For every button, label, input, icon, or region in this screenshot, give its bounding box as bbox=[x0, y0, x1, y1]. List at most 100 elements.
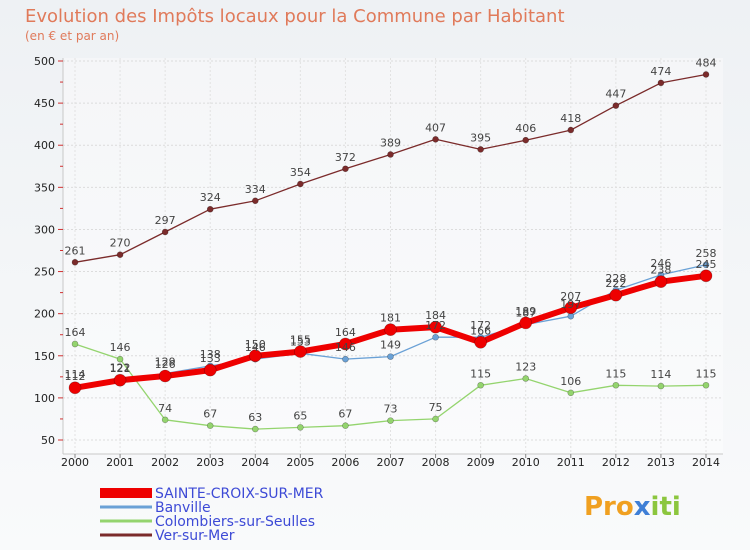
data-label-ver-sur-mer: 418 bbox=[560, 112, 581, 125]
data-label-sainte-croix-sur-mer: 207 bbox=[560, 290, 581, 303]
data-point-colombiers-sur-seulles bbox=[702, 381, 710, 389]
y-tick-label: 250 bbox=[34, 266, 55, 279]
data-label-banville: 149 bbox=[380, 339, 401, 352]
data-label-ver-sur-mer: 354 bbox=[290, 166, 311, 179]
data-label-banville: 146 bbox=[335, 341, 356, 354]
axes: 50 100 150 200 250 300 350 400 450 500 2000 2001 200… bbox=[34, 55, 723, 469]
data-label-colombiers-sur-seulles: 115 bbox=[470, 367, 491, 380]
data-label-ver-sur-mer: 372 bbox=[335, 151, 356, 164]
data-label-ver-sur-mer: 297 bbox=[155, 214, 176, 227]
legend-label: Ver-sur-Mer bbox=[155, 528, 235, 544]
x-tick-label: 2000 bbox=[61, 456, 89, 469]
data-label-colombiers-sur-seulles: 146 bbox=[110, 341, 131, 354]
data-point-colombiers-sur-seulles bbox=[522, 375, 530, 382]
data-point-colombiers-sur-seulles bbox=[206, 422, 214, 429]
y-tick-label: 100 bbox=[34, 392, 55, 405]
data-point-sainte-croix-sur-mer bbox=[654, 275, 668, 288]
logo-suffix: iti bbox=[651, 492, 681, 522]
series-colombiers-sur-seulles bbox=[71, 340, 710, 433]
data-point-ver-sur-mer bbox=[116, 251, 124, 259]
chart-title: Evolution des Impôts locaux pour la Comm… bbox=[25, 6, 565, 27]
data-point-banville bbox=[702, 261, 710, 269]
data-point-ver-sur-mer bbox=[251, 197, 259, 205]
data-label-sainte-croix-sur-mer: 112 bbox=[65, 370, 86, 383]
data-label-ver-sur-mer: 334 bbox=[245, 183, 266, 196]
data-label-ver-sur-mer: 395 bbox=[470, 131, 491, 144]
data-label-sainte-croix-sur-mer: 126 bbox=[155, 358, 176, 371]
data-label-ver-sur-mer: 324 bbox=[200, 191, 221, 204]
data-label-colombiers-sur-seulles: 106 bbox=[560, 375, 581, 388]
data-point-sainte-croix-sur-mer bbox=[113, 373, 127, 387]
data-point-ver-sur-mer bbox=[567, 126, 575, 134]
data-label-ver-sur-mer: 406 bbox=[515, 122, 536, 135]
data-label-colombiers-sur-seulles: 114 bbox=[650, 368, 671, 381]
data-point-sainte-croix-sur-mer bbox=[158, 369, 172, 383]
data-label-sainte-croix-sur-mer: 150 bbox=[245, 338, 266, 351]
data-label-sainte-croix-sur-mer: 133 bbox=[200, 352, 221, 365]
data-point-banville bbox=[567, 312, 575, 320]
data-label-banville: 138 bbox=[200, 348, 221, 361]
data-point-banville bbox=[432, 333, 439, 341]
x-tick-label: 2014 bbox=[692, 456, 720, 469]
data-label-sainte-croix-sur-mer: 181 bbox=[380, 312, 401, 325]
data-label-colombiers-sur-seulles: 74 bbox=[158, 402, 172, 415]
data-label-banville: 172 bbox=[425, 319, 446, 332]
data-label-colombiers-sur-seulles: 75 bbox=[429, 401, 443, 414]
data-point-banville bbox=[342, 355, 349, 363]
data-label-sainte-croix-sur-mer: 155 bbox=[290, 334, 311, 347]
data-point-ver-sur-mer bbox=[522, 136, 530, 144]
data-point-sainte-croix-sur-mer bbox=[339, 337, 352, 351]
y-tick-label: 150 bbox=[34, 350, 55, 363]
data-label-banville: 114 bbox=[65, 368, 86, 381]
data-label-banville: 122 bbox=[110, 361, 131, 374]
data-point-sainte-croix-sur-mer bbox=[248, 349, 262, 363]
svg-text:Proxiti: Proxiti bbox=[584, 492, 681, 522]
legend-label: Banville bbox=[155, 500, 211, 516]
y-tick-label: 300 bbox=[34, 223, 55, 236]
x-tick-label: 2009 bbox=[467, 456, 495, 469]
data-label-sainte-croix-sur-mer: 222 bbox=[605, 277, 626, 290]
data-label-colombiers-sur-seulles: 115 bbox=[605, 367, 626, 380]
logo-prefix: Pro bbox=[584, 492, 634, 522]
x-tick-label: 2010 bbox=[512, 456, 540, 469]
legend-label: SAINTE-CROIX-SUR-MER bbox=[155, 486, 324, 502]
legend-item-sainte-croix-sur-mer: SAINTE-CROIX-SUR-MER bbox=[100, 486, 324, 502]
data-point-sainte-croix-sur-mer bbox=[699, 269, 713, 283]
data-label-ver-sur-mer: 270 bbox=[110, 237, 131, 250]
data-point-sainte-croix-sur-mer bbox=[474, 336, 487, 349]
data-point-sainte-croix-sur-mer bbox=[294, 345, 307, 358]
data-point-colombiers-sur-seulles bbox=[567, 389, 575, 397]
data-label-banville: 146 bbox=[245, 341, 266, 354]
data-label-ver-sur-mer: 447 bbox=[605, 88, 626, 101]
series-ver-sur-mer bbox=[71, 71, 710, 266]
data-point-colombiers-sur-seulles bbox=[71, 340, 79, 348]
data-point-sainte-croix-sur-mer bbox=[429, 320, 442, 334]
data-point-sainte-croix-sur-mer bbox=[203, 363, 217, 377]
x-tick-label: 2011 bbox=[557, 456, 585, 469]
data-label-banville: 258 bbox=[696, 247, 717, 260]
data-label-banville: 197 bbox=[560, 298, 581, 311]
data-point-ver-sur-mer bbox=[387, 151, 394, 158]
x-tick-label: 2001 bbox=[106, 456, 134, 469]
chart-subtitle: (en € et par an) bbox=[25, 29, 119, 43]
data-point-colombiers-sur-seulles bbox=[297, 424, 304, 431]
data-label-colombiers-sur-seulles: 67 bbox=[203, 408, 217, 421]
data-label-sainte-croix-sur-mer: 166 bbox=[470, 324, 491, 337]
proxiti-logo: Proxiti bbox=[584, 492, 681, 522]
data-label-colombiers-sur-seulles: 73 bbox=[384, 403, 398, 416]
data-point-ver-sur-mer bbox=[206, 205, 214, 213]
data-point-ver-sur-mer bbox=[342, 165, 349, 173]
data-label-banville: 246 bbox=[650, 257, 671, 270]
data-point-banville bbox=[387, 353, 394, 360]
data-point-colombiers-sur-seulles bbox=[161, 416, 169, 424]
series-sainte-croix-sur-mer bbox=[68, 269, 713, 395]
series-layer bbox=[68, 71, 713, 433]
legend-label: Colombiers-sur-Seulles bbox=[155, 514, 315, 530]
y-tick-label: 200 bbox=[34, 308, 55, 321]
data-point-ver-sur-mer bbox=[657, 79, 665, 87]
data-label-sainte-croix-sur-mer: 189 bbox=[515, 305, 536, 318]
data-point-ver-sur-mer bbox=[432, 136, 439, 143]
data-label-banville: 172 bbox=[470, 319, 491, 332]
